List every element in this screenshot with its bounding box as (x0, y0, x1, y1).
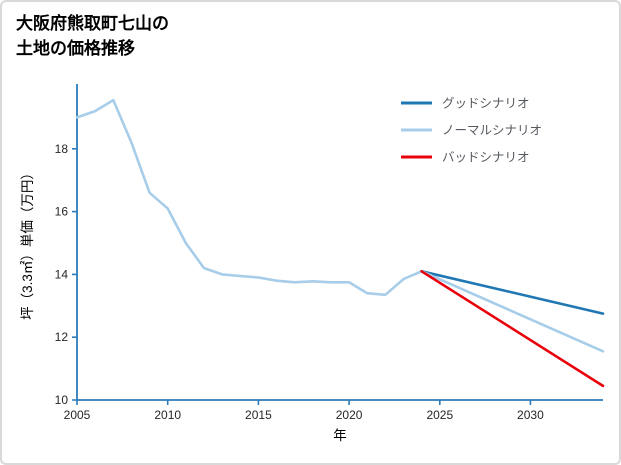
normal-scenario-line (420, 269, 605, 353)
legend-label-1: ノーマルシナリオ (442, 124, 542, 138)
chart-title-line1: 大阪府熊取町七山の (16, 14, 169, 33)
y-tick-label: 12 (55, 330, 69, 344)
x-tick-label: 2020 (336, 408, 363, 422)
legend-label-2: バッドシナリオ (442, 151, 530, 165)
chart-title-line2: 土地の価格推移 (16, 38, 135, 58)
price-history-line (75, 98, 423, 297)
legend-label-0: グッドシナリオ (442, 97, 530, 111)
x-tick-label: 2025 (426, 408, 453, 422)
y-tick-label: 16 (55, 205, 69, 219)
y-tick-label: 14 (55, 267, 69, 281)
x-tick-label: 2010 (154, 408, 181, 422)
x-tick-label: 2030 (517, 408, 544, 422)
chart-title: 大阪府熊取町七山の 土地の価格推移 (16, 12, 169, 61)
y-axis-label: 坪（3.3㎡）単価（万円） (20, 166, 35, 320)
good-scenario-line (420, 269, 605, 315)
x-tick-label: 2005 (64, 408, 91, 422)
y-tick-label: 18 (55, 142, 69, 156)
x-tick-label: 2015 (245, 408, 272, 422)
bad-scenario-line (420, 269, 605, 388)
x-axis-label: 年 (333, 428, 347, 443)
y-tick-label: 10 (55, 393, 69, 407)
